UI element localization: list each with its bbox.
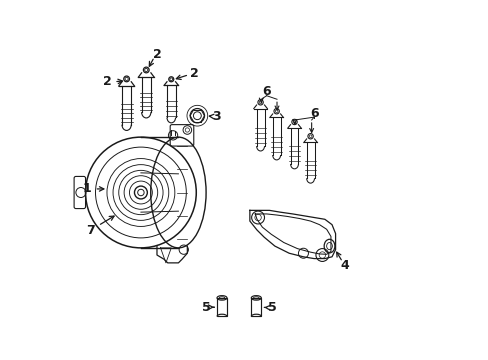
Text: 6: 6 (309, 107, 318, 120)
Text: 2: 2 (102, 75, 111, 88)
Text: 4: 4 (340, 258, 349, 271)
Text: 5: 5 (201, 301, 210, 314)
Text: 7: 7 (86, 216, 114, 237)
Text: 6: 6 (262, 85, 270, 98)
Text: 3: 3 (212, 110, 221, 123)
Text: 5: 5 (267, 301, 276, 314)
Bar (251, 298, 261, 316)
Text: 1: 1 (83, 183, 103, 195)
Text: 2: 2 (152, 48, 161, 61)
Bar (217, 298, 226, 316)
Text: 2: 2 (190, 67, 199, 80)
